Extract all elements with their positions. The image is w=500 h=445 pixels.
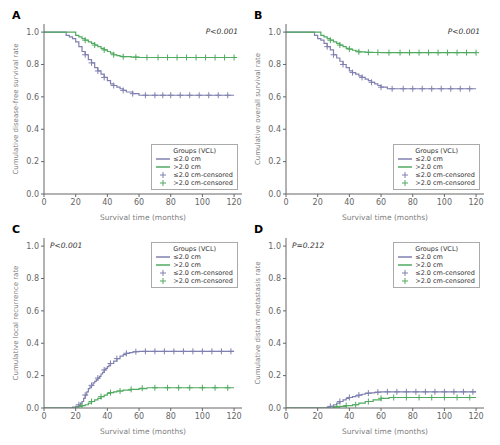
svg-text:Cumulative distant metastasis: Cumulative distant metastasis rate [254,261,262,384]
svg-text:40: 40 [344,412,354,421]
svg-text:0: 0 [283,198,288,207]
svg-text:20: 20 [71,412,81,421]
svg-text:100: 100 [195,412,210,421]
svg-text:60: 60 [376,412,386,421]
svg-text:Cumulative local recurrence ra: Cumulative local recurrence rate [12,266,20,381]
svg-text:0.6: 0.6 [268,93,281,102]
svg-text:0.6: 0.6 [26,93,39,102]
html-text:>2.0 cm: >2.0 cm [415,261,443,269]
svg-text:20: 20 [313,198,323,207]
svg-text:0.2: 0.2 [268,157,281,166]
svg-text:60: 60 [134,198,144,207]
svg-text:0.0: 0.0 [26,190,39,199]
svg-text:100: 100 [437,198,452,207]
svg-text:80: 80 [408,198,418,207]
svg-text:40: 40 [102,198,112,207]
svg-text:100: 100 [195,198,210,207]
svg-text:Cumulative disease-free surviv: Cumulative disease-free survival rate [12,43,20,174]
svg-text:40: 40 [344,198,354,207]
svg-text:Survival time (months): Survival time (months) [342,427,428,436]
svg-text:Survival time (months): Survival time (months) [342,213,428,222]
html-text:>2.0 cm-censored: >2.0 cm-censored [173,179,233,187]
html-text:≤2.0 cm-censored: ≤2.0 cm-censored [415,171,475,179]
html-text:A: A [12,9,21,22]
svg-text:20: 20 [71,198,81,207]
svg-text:0.8: 0.8 [26,60,39,69]
svg-text:0.0: 0.0 [268,404,281,413]
html-text:P<0.001: P<0.001 [50,241,83,250]
html-text:Groups (VCL): Groups (VCL) [173,245,216,253]
svg-text:120: 120 [226,198,241,207]
svg-text:0: 0 [41,198,46,207]
svg-text:0.6: 0.6 [268,307,281,316]
html-text:>2.0 cm: >2.0 cm [173,163,201,171]
html-text:P<0.001: P<0.001 [205,27,238,36]
svg-text:0.6: 0.6 [26,307,39,316]
svg-text:0.4: 0.4 [268,125,281,134]
svg-text:80: 80 [166,198,176,207]
svg-text:1.0: 1.0 [268,242,281,251]
svg-text:0.2: 0.2 [26,157,39,166]
svg-text:0: 0 [41,412,46,421]
svg-text:0.2: 0.2 [26,371,39,380]
svg-text:120: 120 [226,412,241,421]
html-text:Groups (VCL): Groups (VCL) [415,147,458,155]
svg-text:40: 40 [102,412,112,421]
html-text:>2.0 cm-censored: >2.0 cm-censored [173,277,233,285]
svg-text:0.2: 0.2 [268,371,281,380]
svg-text:120: 120 [468,198,483,207]
svg-text:1.0: 1.0 [26,28,39,37]
html-text:≤2.0 cm: ≤2.0 cm [173,155,201,163]
svg-text:0.0: 0.0 [26,404,39,413]
svg-text:60: 60 [134,412,144,421]
html-text:≤2.0 cm-censored: ≤2.0 cm-censored [173,269,233,277]
svg-text:0.8: 0.8 [268,60,281,69]
html-text:P=0.212: P=0.212 [292,241,325,250]
svg-text:0.0: 0.0 [268,190,281,199]
html-text:≤2.0 cm: ≤2.0 cm [415,155,443,163]
svg-text:0.4: 0.4 [268,339,281,348]
html-text:≤2.0 cm: ≤2.0 cm [173,253,201,261]
svg-text:80: 80 [408,412,418,421]
html-text:B: B [254,9,263,22]
html-text:C: C [12,223,21,236]
svg-text:100: 100 [437,412,452,421]
html-text:>2.0 cm-censored: >2.0 cm-censored [415,179,475,187]
html-text:>2.0 cm-censored: >2.0 cm-censored [415,277,475,285]
svg-text:0.4: 0.4 [26,125,39,134]
html-text:≤2.0 cm-censored: ≤2.0 cm-censored [173,171,233,179]
svg-text:60: 60 [376,198,386,207]
svg-text:Cumulative overall survival ra: Cumulative overall survival rate [254,53,262,165]
svg-text:80: 80 [166,412,176,421]
html-text:Groups (VCL): Groups (VCL) [173,147,216,155]
html-text:>2.0 cm: >2.0 cm [415,163,443,171]
svg-text:Survival time (months): Survival time (months) [100,427,186,436]
svg-text:1.0: 1.0 [26,242,39,251]
svg-text:0.8: 0.8 [268,274,281,283]
html-text:>2.0 cm: >2.0 cm [173,261,201,269]
html-text:≤2.0 cm: ≤2.0 cm [415,253,443,261]
svg-text:120: 120 [468,412,483,421]
svg-text:20: 20 [313,412,323,421]
svg-text:Survival time (months): Survival time (months) [100,213,186,222]
svg-text:0: 0 [283,412,288,421]
html-text:Groups (VCL): Groups (VCL) [415,245,458,253]
html-text:≤2.0 cm-censored: ≤2.0 cm-censored [415,269,475,277]
svg-text:1.0: 1.0 [268,28,281,37]
svg-text:0.4: 0.4 [26,339,39,348]
html-text:D: D [254,223,264,236]
html-text:P<0.001: P<0.001 [447,27,480,36]
svg-text:0.8: 0.8 [26,274,39,283]
